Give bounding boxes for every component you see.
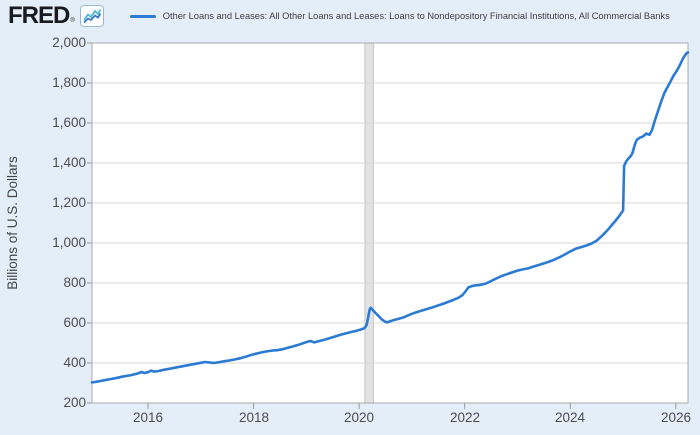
chart-header: FRED ® Other Loans and Leases: All Other… — [0, 0, 700, 32]
y-axis-title: Billions of U.S. Dollars — [5, 156, 20, 290]
x-tick-label: 2026 — [661, 410, 691, 425]
plot-border — [91, 42, 689, 404]
y-tick-label: 1,000 — [52, 235, 86, 250]
y-tick-label: 600 — [63, 315, 86, 330]
fred-logo-text: FRED — [8, 2, 70, 29]
y-tick-label: 200 — [63, 395, 86, 410]
plot-background — [92, 43, 688, 403]
x-tick-label: 2020 — [344, 410, 374, 425]
y-tick-label: 400 — [63, 355, 86, 370]
y-tick-label: 1,200 — [52, 195, 86, 210]
plot-layer — [87, 42, 690, 409]
x-axis-tick-labels: 2016 2018 2020 2022 2024 2026 — [133, 410, 691, 425]
y-tick-label: 2,000 — [52, 35, 86, 50]
series-title-link[interactable]: Other Loans and Leases: All Other Loans … — [162, 11, 670, 21]
x-tick-label: 2016 — [133, 410, 163, 425]
x-tick-label: 2024 — [555, 410, 586, 425]
x-tick-label: 2022 — [450, 410, 480, 425]
recession-band — [364, 43, 374, 403]
y-axis-tick-labels: 200 400 600 800 1,000 1,200 1,400 1,600 … — [52, 35, 86, 410]
data-line — [90, 51, 690, 384]
x-tick-label: 2018 — [239, 410, 269, 425]
registered-trademark-mark: ® — [70, 18, 75, 24]
fred-sparkline-icon — [79, 5, 104, 27]
y-tick-label: 1,600 — [52, 115, 86, 130]
y-tick-label: 800 — [63, 275, 86, 290]
legend-line-swatch — [129, 14, 156, 18]
y-tick-label: 1,800 — [52, 75, 86, 90]
y-tick-label: 1,400 — [52, 155, 86, 170]
series-legend: Other Loans and Leases: All Other Loans … — [129, 11, 670, 21]
fred-logo[interactable]: FRED ® — [8, 4, 75, 28]
